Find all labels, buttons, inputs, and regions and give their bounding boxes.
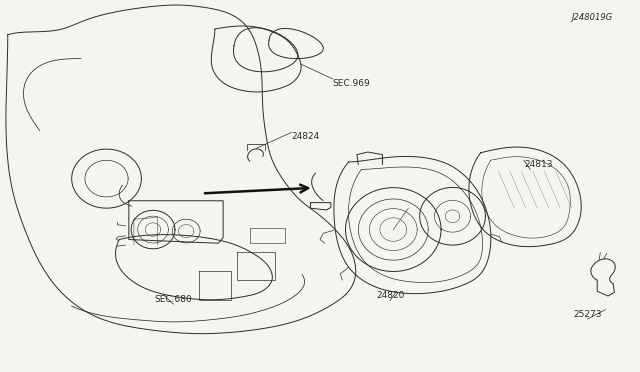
Text: SEC.969: SEC.969 [333,79,371,88]
Text: 24824: 24824 [291,132,319,141]
Text: 24820: 24820 [376,291,404,301]
Text: J248019G: J248019G [572,13,613,22]
Text: SEC.680: SEC.680 [155,295,192,304]
Text: 24813: 24813 [524,160,552,169]
Text: 25273: 25273 [573,310,602,319]
